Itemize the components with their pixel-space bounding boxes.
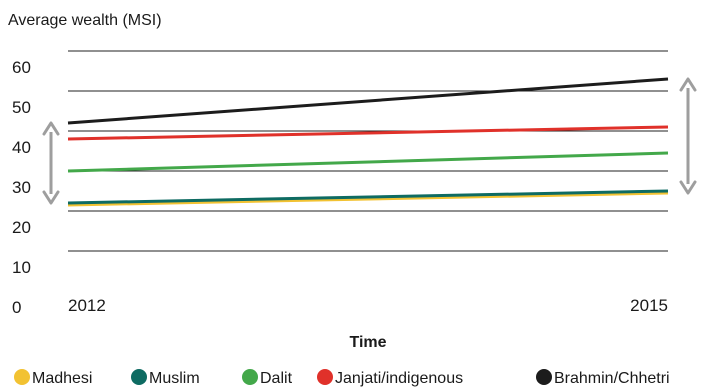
y-tick-label-40: 40	[12, 138, 31, 157]
y-tick-label-10: 10	[12, 258, 31, 277]
legend-label-madhesi: Madhesi	[32, 370, 92, 387]
legend-label-brahmin-chhetri: Brahmin/Chhetri	[554, 370, 670, 387]
series-line-muslim	[67, 189, 669, 205]
legend-swatch-madhesi	[14, 369, 30, 385]
series-line-madhesi	[67, 191, 669, 207]
y-tick-label-30: 30	[12, 178, 31, 197]
legend-label-janjati-indigenous: Janjati/indigenous	[335, 370, 463, 387]
gap-arrow-2015	[679, 77, 697, 195]
legend-item-madhesi: Madhesi	[14, 369, 92, 387]
y-tick-label-20: 20	[12, 218, 31, 237]
series-line-brahmin-chhetri	[67, 77, 669, 125]
legend-label-dalit: Dalit	[260, 370, 293, 387]
gap-arrow-2012	[42, 121, 60, 205]
legend-swatch-janjati-indigenous	[317, 369, 333, 385]
gap-arrows	[42, 77, 697, 205]
x-axis-label: Time	[349, 334, 386, 351]
legend-swatch-muslim	[131, 369, 147, 385]
x-axis-ticks: 2012 2015	[68, 296, 668, 315]
legend-label-muslim: Muslim	[149, 370, 200, 387]
legend-swatch-dalit	[242, 369, 258, 385]
y-tick-label-50: 50	[12, 98, 31, 117]
x-tick-label-2012: 2012	[68, 296, 106, 315]
legend-item-janjati-indigenous: Janjati/indigenous	[317, 369, 463, 387]
series-lines	[67, 77, 669, 207]
x-tick-label-2015: 2015	[630, 296, 668, 315]
legend: Madhesi Muslim Dalit Janjati/indigenous Brah…	[14, 369, 670, 387]
y-tick-label-60: 60	[12, 58, 31, 77]
y-axis-label: Average wealth (MSI)	[8, 12, 162, 29]
gridlines	[68, 50, 668, 252]
y-tick-label-0: 0	[12, 298, 21, 317]
series-line-dalit	[67, 151, 669, 173]
legend-item-brahmin-chhetri: Brahmin/Chhetri	[536, 369, 670, 387]
legend-swatch-brahmin-chhetri	[536, 369, 552, 385]
y-axis-ticks: 0 10 20 30 40 50 60	[12, 58, 31, 317]
legend-item-muslim: Muslim	[131, 369, 200, 387]
legend-item-dalit: Dalit	[242, 369, 293, 387]
series-line-janjati-indigenous	[67, 125, 669, 141]
